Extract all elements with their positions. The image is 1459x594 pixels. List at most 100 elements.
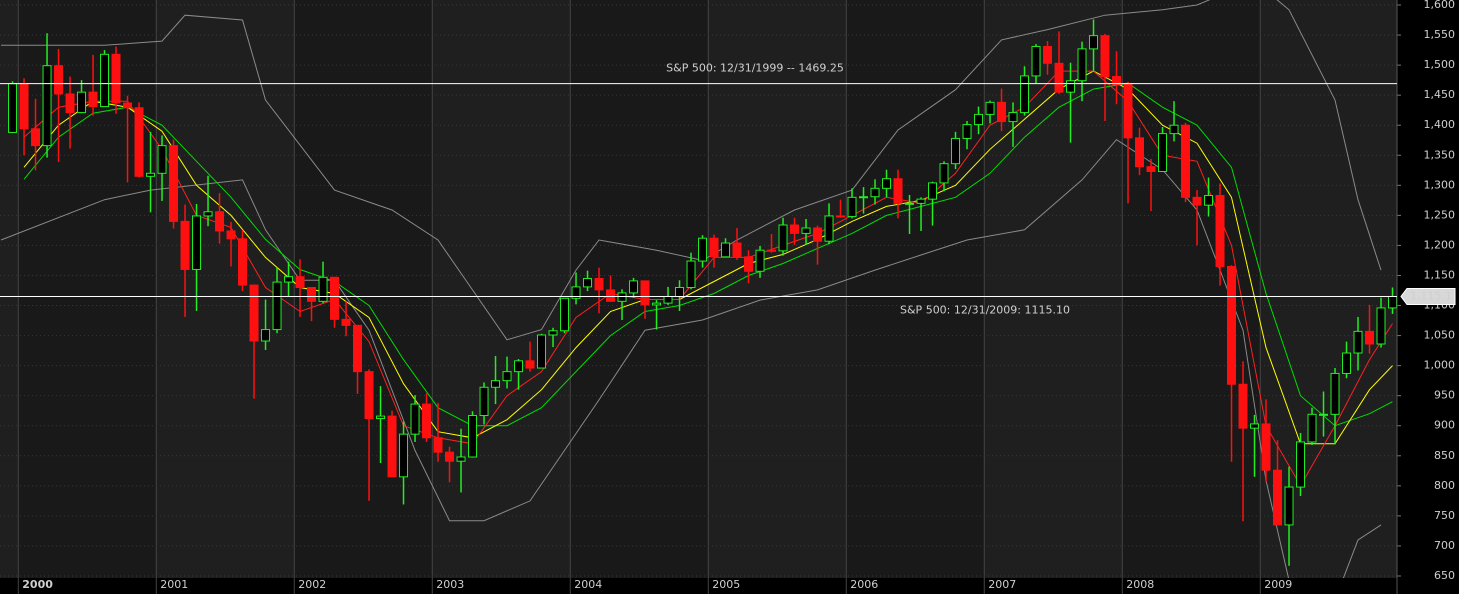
y-tick-label: 900: [1434, 419, 1455, 432]
y-tick-label: 1,600: [1424, 0, 1456, 11]
candle-body: [8, 83, 18, 133]
candle-body: [617, 292, 627, 302]
candle-body: [905, 202, 915, 205]
plot: [0, 0, 1397, 578]
candle-body: [813, 227, 823, 242]
candle-body: [1388, 296, 1397, 309]
candle-body: [77, 91, 87, 114]
candle-body: [192, 215, 202, 270]
y-tick-label: 1,150: [1424, 268, 1456, 281]
candle-body: [1112, 76, 1122, 85]
candle-body: [514, 360, 524, 373]
year-band: [294, 0, 433, 578]
candle-body: [985, 101, 995, 115]
candle-body: [951, 137, 961, 165]
y-tick-label: 1,450: [1424, 88, 1456, 101]
candle-body: [1100, 35, 1110, 78]
year-band: [0, 0, 19, 578]
candle-body: [1353, 330, 1363, 354]
candle-body: [606, 289, 616, 302]
candle-body: [1020, 75, 1030, 114]
candle-body: [422, 403, 432, 439]
candle-body: [974, 113, 984, 126]
candle-body: [824, 215, 834, 242]
candle-body: [134, 107, 144, 177]
x-tick-label: 2001: [160, 578, 188, 591]
year-band: [708, 0, 847, 578]
candle-body: [1284, 486, 1294, 526]
candle-body: [1043, 45, 1053, 64]
candle-body: [54, 65, 64, 95]
candle-body: [226, 230, 236, 240]
y-tick-label: 1,050: [1424, 329, 1456, 342]
candle-body: [1227, 265, 1237, 385]
candle-body: [1146, 166, 1156, 172]
candle-body: [916, 198, 926, 204]
year-band: [156, 0, 295, 578]
year-band: [18, 0, 157, 578]
candle-body: [146, 172, 156, 177]
candle-body: [1250, 423, 1260, 429]
candle-body: [157, 145, 167, 174]
candle-body: [238, 238, 248, 286]
y-tick-label: 1,300: [1424, 178, 1456, 191]
candle-body: [882, 178, 892, 189]
candle-body: [456, 456, 466, 462]
candle-body: [709, 237, 719, 258]
candle-body: [1238, 383, 1248, 429]
candle-body: [1215, 195, 1225, 267]
candle-body: [468, 415, 478, 458]
candle-body: [364, 371, 374, 420]
x-tick-label: 2008: [1126, 578, 1154, 591]
candle-body: [1181, 124, 1191, 198]
candle-body: [1342, 352, 1352, 374]
candle-body: [65, 93, 75, 114]
annotation-label: S&P 500: 12/31/2009: 1115.10: [900, 303, 1070, 316]
x-tick-label: 2004: [574, 578, 602, 591]
candle-body: [215, 211, 225, 232]
candle-body: [836, 215, 846, 218]
candle-body: [272, 281, 282, 331]
candle-body: [203, 211, 213, 217]
candle-body: [583, 277, 593, 288]
candle-body: [1066, 80, 1076, 93]
candle-body: [410, 403, 420, 435]
y-tick-label: 700: [1434, 539, 1455, 552]
candle-body: [847, 196, 857, 218]
x-tick-label: 2009: [1264, 578, 1292, 591]
candle-body: [111, 53, 121, 104]
candle-body: [675, 286, 685, 298]
candle-body: [1273, 469, 1283, 526]
y-tick-label: 1,550: [1424, 28, 1456, 41]
grid: [0, 0, 1397, 594]
candle-body: [640, 280, 650, 306]
candle-body: [859, 196, 869, 199]
candle-body: [560, 297, 570, 332]
candle-body: [663, 296, 673, 304]
candle-body: [1330, 372, 1340, 415]
candle-body: [491, 380, 501, 388]
x-tick-label: 2005: [712, 578, 740, 591]
candle-body: [100, 53, 110, 108]
candle-body: [1123, 83, 1133, 139]
y-tick-label: 650: [1434, 569, 1455, 582]
candle-body: [1319, 413, 1329, 416]
candle-body: [744, 256, 754, 272]
candle-body: [42, 65, 52, 147]
candle-body: [548, 330, 558, 336]
y-tick-label: 1,000: [1424, 359, 1456, 372]
candle-body: [284, 276, 294, 283]
x-tick-label: 2000: [22, 578, 53, 591]
candle-body: [169, 145, 179, 222]
candle-body: [652, 302, 662, 306]
candle-body: [893, 178, 903, 204]
candle-body: [1376, 307, 1386, 345]
candle-body: [19, 83, 29, 130]
candle-body: [479, 386, 489, 417]
x-tick-label: 2003: [436, 578, 464, 591]
candle-body: [732, 242, 742, 258]
candle-body: [525, 360, 535, 369]
y-tick-label: 1,500: [1424, 58, 1456, 71]
candle-body: [1158, 133, 1168, 172]
